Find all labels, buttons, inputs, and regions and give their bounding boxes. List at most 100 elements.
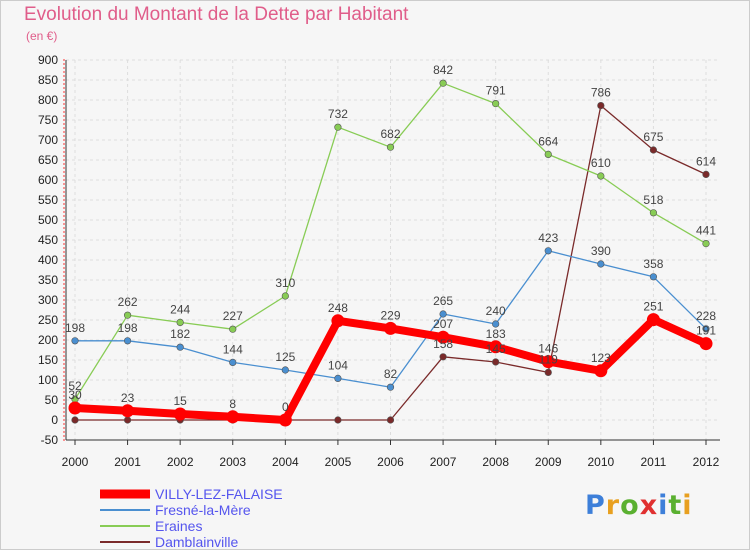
y-tick-label: 700 [38,133,58,147]
y-minor-tick [63,371,65,373]
y-minor-tick [63,323,65,325]
y-minor-tick [63,255,65,257]
data-label: 125 [275,350,295,364]
data-point [649,209,658,217]
y-minor-tick [63,399,65,401]
data-point [386,416,395,424]
y-minor-tick [63,383,65,385]
y-minor-tick [63,419,65,421]
y-minor-tick [63,315,65,317]
y-minor-tick [63,283,65,285]
data-point [334,374,342,383]
data-point [649,146,658,154]
data-label: 675 [643,130,663,144]
data-label: 228 [696,309,716,323]
data-point [334,416,342,424]
y-minor-tick [63,267,65,269]
y-minor-tick [63,143,65,145]
y-tick-label: 750 [38,113,58,127]
data-label: 251 [643,300,663,314]
y-minor-tick [63,311,65,313]
data-label: 441 [696,224,716,238]
y-tick-label: 500 [38,213,58,227]
data-point [492,320,500,328]
data-point [489,340,503,354]
y-minor-tick [63,155,65,157]
chart-title: Evolution du Montant de la Dette par Hab… [24,4,409,25]
y-minor-tick [63,359,65,361]
y-minor-tick [63,307,65,309]
data-point [229,325,237,333]
data-point [281,292,289,300]
y-minor-tick [63,395,65,397]
data-point [386,383,395,391]
data-point [71,416,79,424]
y-minor-tick [63,335,65,337]
y-minor-tick [63,175,65,177]
y-minor-tick [63,151,65,153]
y-minor-tick [63,83,65,85]
data-label: 390 [591,244,611,258]
data-label: 682 [380,127,400,141]
x-tick-label: 2011 [641,455,667,469]
data-label: 265 [433,294,453,308]
y-minor-tick [63,355,65,357]
y-tick-label: 400 [38,253,58,267]
y-minor-tick [63,75,65,77]
data-point [439,310,447,318]
y-minor-tick [63,235,65,237]
y-minor-tick [63,243,65,245]
legend-label: Damblainville [155,534,238,550]
y-minor-tick [63,287,65,289]
y-minor-tick [63,63,65,65]
y-minor-tick [63,379,65,381]
data-label: 119 [539,352,558,366]
data-label: 191 [696,324,716,338]
x-tick-label: 2009 [535,455,562,469]
data-point [544,247,552,255]
data-label: 614 [696,154,716,168]
data-label: 786 [591,86,611,100]
data-point [597,260,605,268]
data-point [384,321,397,335]
y-minor-tick [63,367,65,369]
x-tick-label: 2006 [377,455,404,469]
y-minor-tick [63,347,65,349]
y-minor-tick [63,203,65,205]
data-label: 664 [538,134,558,148]
y-minor-tick [63,123,65,125]
data-point [597,101,605,110]
y-minor-tick [63,115,65,117]
y-minor-tick [63,223,65,225]
y-minor-tick [63,171,65,173]
data-label: 183 [486,327,506,341]
data-point [173,407,187,421]
y-minor-tick [63,167,65,169]
data-point [541,355,555,369]
y-minor-tick [63,67,65,69]
data-label: 262 [118,295,138,309]
data-label: 15 [173,394,187,408]
y-minor-tick [63,339,65,341]
y-minor-tick [63,79,65,81]
data-point [123,416,132,424]
data-label: 104 [328,358,348,372]
y-tick-label: 150 [38,353,58,367]
data-point [439,79,447,87]
data-point [439,353,447,361]
y-minor-tick [63,139,65,141]
x-tick-label: 2012 [693,455,720,469]
y-minor-tick [63,231,65,233]
proxiti-logo: Proxiti [585,490,693,521]
chart-unit: (en €) [26,29,58,43]
data-point [702,240,710,248]
data-label: 310 [275,276,295,290]
x-tick-label: 2003 [219,455,246,469]
y-minor-tick [63,211,65,213]
y-minor-tick [63,363,65,365]
y-minor-tick [63,247,65,249]
y-tick-label: 300 [38,293,58,307]
y-minor-tick [63,99,65,101]
data-point [702,325,710,333]
